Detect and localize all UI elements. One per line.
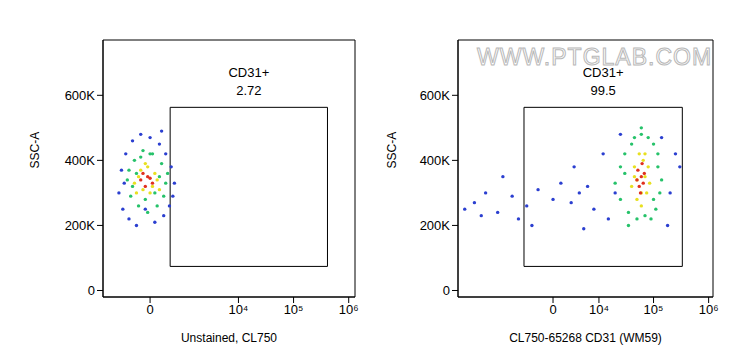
svg-text:10⁵: 10⁵ [644, 302, 664, 317]
svg-text:10⁵: 10⁵ [284, 302, 304, 317]
svg-text:400K: 400K [420, 153, 451, 168]
svg-text:10⁴: 10⁴ [228, 302, 248, 317]
svg-text:0: 0 [146, 302, 153, 317]
svg-text:10⁶: 10⁶ [339, 302, 359, 317]
svg-text:10⁴: 10⁴ [589, 302, 609, 317]
svg-text:2.72: 2.72 [236, 83, 261, 98]
svg-text:200K: 200K [65, 218, 96, 233]
svg-text:10⁶: 10⁶ [699, 302, 719, 317]
svg-text:SSC-A: SSC-A [28, 132, 42, 169]
svg-text:600K: 600K [65, 88, 96, 103]
svg-text:0: 0 [549, 302, 556, 317]
svg-text:0: 0 [443, 283, 450, 298]
svg-text:400K: 400K [65, 153, 96, 168]
svg-text:99.5: 99.5 [591, 83, 616, 98]
svg-text:Unstained, CL750: Unstained, CL750 [181, 331, 277, 345]
svg-text:200K: 200K [420, 218, 451, 233]
svg-text:CD31+: CD31+ [228, 65, 269, 80]
svg-text:CL750-65268 CD31 (WM59): CL750-65268 CD31 (WM59) [509, 331, 662, 345]
svg-text:600K: 600K [420, 88, 451, 103]
svg-text:SSC-A: SSC-A [385, 132, 399, 169]
svg-text:0: 0 [88, 283, 95, 298]
